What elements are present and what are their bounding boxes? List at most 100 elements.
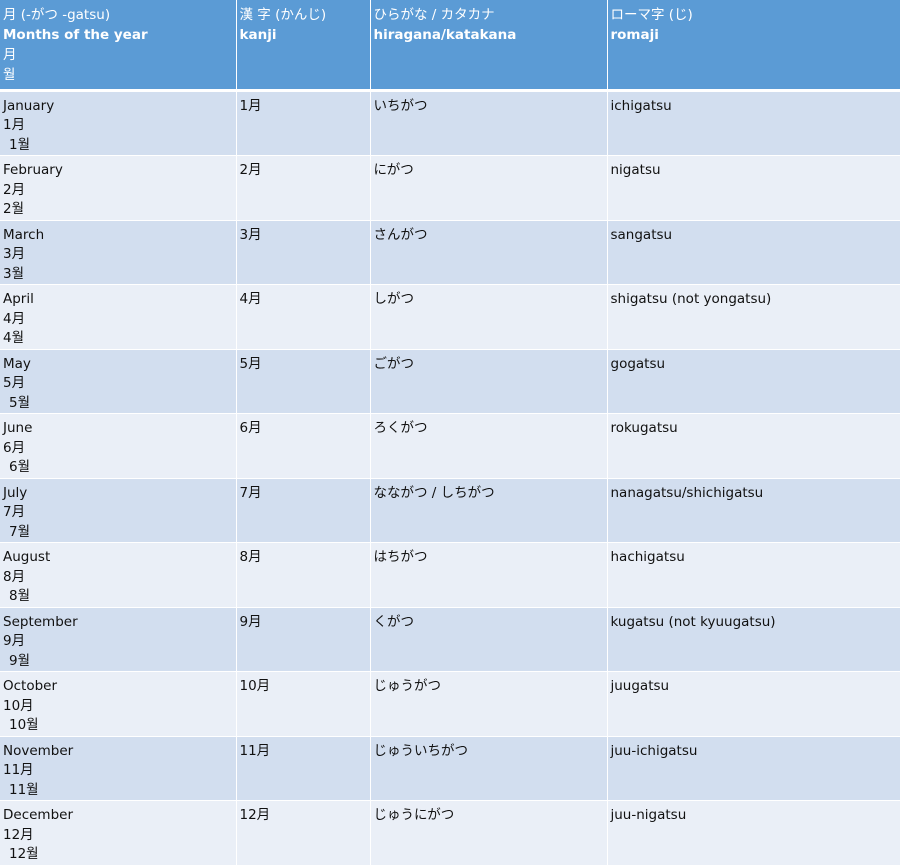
month-korean: 12월 (9, 846, 39, 862)
kana-cell: じゅういちがつ (370, 736, 608, 801)
month-japanese: 10月 (3, 697, 34, 714)
month-english: February (3, 162, 63, 178)
table-row: August 8月 8월 8月 はちがつ hachigatsu (0, 542, 900, 608)
table-row: November 11月 11월 11月 じゅういちがつ juu-ichigat… (0, 736, 900, 801)
month-korean: 8월 (9, 588, 31, 604)
month-english: July (3, 484, 28, 501)
table-row: October 10月 10월 10月 じゅうがつ juugatsu (0, 671, 900, 737)
table-row: April 4月 4월 4月 しがつ shigatsu (not yongats… (0, 284, 900, 350)
kanji-cell: 3月 (236, 220, 371, 285)
kanji-cell: 6月 (236, 413, 371, 479)
romaji-cell: juugatsu (607, 671, 900, 737)
month-cell: August 8月 8월 (0, 542, 237, 608)
kanji-cell: 9月 (236, 607, 371, 672)
table-row: December 12月 12월 12月 じゅうにがつ juu-nigatsu (0, 800, 900, 866)
month-japanese: 12月 (3, 826, 34, 843)
month-japanese: 5月 (3, 375, 26, 391)
month-english: March (3, 226, 45, 243)
romaji-cell: kugatsu (not kyuugatsu) (607, 607, 900, 672)
kana-cell: くがつ (370, 607, 608, 672)
month-cell: July 7月 7월 (0, 478, 237, 543)
month-japanese: 6月 (3, 439, 26, 456)
kana-cell: にがつ (370, 155, 608, 221)
romaji-cell: ichigatsu (607, 90, 900, 156)
kana-cell: じゅうがつ (370, 671, 608, 737)
month-japanese: 4月 (3, 310, 26, 327)
table-row: February 2月 2월 2月 にがつ nigatsu (0, 155, 900, 221)
romaji-cell: juu-ichigatsu (607, 736, 900, 801)
header-months-title: 月 (-がつ -gatsu) (3, 7, 111, 23)
month-cell: February 2月 2월 (0, 155, 237, 221)
kanji-cell: 7月 (236, 478, 371, 543)
month-korean: 6월 (9, 459, 31, 475)
header-kana-subtitle: hiragana/katakana (373, 27, 517, 43)
month-korean: 7월 (9, 523, 31, 540)
kanji-cell: 5月 (236, 349, 371, 414)
kana-cell: ろくがつ (370, 413, 608, 479)
kana-cell: さんがつ (370, 220, 608, 285)
month-korean: 3월 (3, 265, 25, 282)
month-japanese: 2月 (3, 181, 26, 198)
month-korean: 5월 (9, 394, 31, 411)
month-korean: 2월 (3, 201, 25, 217)
header-romaji-title: ローマ字 (じ) (610, 7, 693, 23)
kanji-cell: 2月 (236, 155, 371, 221)
month-japanese: 7月 (3, 504, 26, 520)
kana-cell: なながつ / しちがつ (370, 478, 608, 543)
header-kana-title: ひらがな / カタカナ (373, 7, 495, 23)
header-months-korean: 월 (3, 67, 16, 83)
romaji-cell: shigatsu (not yongatsu) (607, 284, 900, 350)
month-japanese: 8月 (3, 568, 26, 585)
month-cell: May 5月 5월 (0, 349, 237, 414)
month-japanese: 1月 (3, 117, 26, 133)
month-english: November (3, 742, 74, 759)
kana-cell: しがつ (370, 284, 608, 350)
month-cell: April 4月 4월 (0, 284, 237, 350)
romaji-cell: hachigatsu (607, 542, 900, 608)
month-korean: 9월 (9, 652, 31, 669)
month-japanese: 11月 (3, 762, 34, 778)
romaji-cell: sangatsu (607, 220, 900, 285)
kana-cell: じゅうにがつ (370, 800, 608, 866)
header-kana: ひらがな / カタカナ hiragana/katakana (370, 0, 608, 92)
month-english: August (3, 549, 51, 565)
romaji-cell: nigatsu (607, 155, 900, 221)
romaji-cell: gogatsu (607, 349, 900, 414)
table-row: May 5月 5월 5月 ごがつ gogatsu (0, 349, 900, 414)
table-row: January 1月 1월 1月 いちがつ ichigatsu (0, 90, 900, 156)
kanji-cell: 10月 (236, 671, 371, 737)
month-english: April (3, 291, 34, 307)
table-row: June 6月 6월 6月 ろくがつ rokugatsu (0, 413, 900, 479)
month-cell: October 10月 10월 (0, 671, 237, 737)
month-korean: 4월 (3, 330, 25, 346)
header-kanji-subtitle: kanji (239, 27, 277, 43)
header-row: 月 (-がつ -gatsu) Months of the year 月 월 漢 … (0, 0, 900, 92)
header-romaji-subtitle: romaji (610, 27, 659, 43)
header-months: 月 (-がつ -gatsu) Months of the year 月 월 (0, 0, 237, 92)
kanji-cell: 4月 (236, 284, 371, 350)
month-japanese: 9月 (3, 633, 26, 649)
month-japanese: 3月 (3, 246, 26, 262)
month-english: January (3, 97, 55, 114)
month-english: December (3, 807, 74, 823)
kanji-cell: 8月 (236, 542, 371, 608)
month-cell: September 9月 9월 (0, 607, 237, 672)
kana-cell: ごがつ (370, 349, 608, 414)
kanji-cell: 1月 (236, 90, 371, 156)
kanji-cell: 11月 (236, 736, 371, 801)
table-row: September 9月 9월 9月 くがつ kugatsu (not kyuu… (0, 607, 900, 672)
table-row: March 3月 3월 3月 さんがつ sangatsu (0, 220, 900, 285)
table-row: July 7月 7월 7月 なながつ / しちがつ nanagatsu/shic… (0, 478, 900, 543)
romaji-cell: juu-nigatsu (607, 800, 900, 866)
header-months-kanji: 月 (3, 47, 17, 63)
kanji-cell: 12月 (236, 800, 371, 866)
month-english: May (3, 355, 31, 372)
kana-cell: はちがつ (370, 542, 608, 608)
month-english: September (3, 613, 78, 630)
month-korean: 10월 (9, 717, 39, 733)
month-cell: June 6月 6월 (0, 413, 237, 479)
romaji-cell: rokugatsu (607, 413, 900, 479)
month-cell: December 12月 12월 (0, 800, 237, 866)
header-kanji: 漢 字 (かんじ) kanji (236, 0, 371, 92)
